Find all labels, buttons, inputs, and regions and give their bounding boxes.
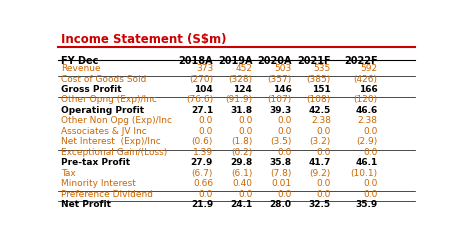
Text: 35.9: 35.9: [355, 200, 378, 209]
Text: 39.3: 39.3: [269, 106, 292, 115]
Text: 27.9: 27.9: [191, 158, 213, 167]
Text: 21.9: 21.9: [191, 200, 213, 209]
Text: Other Opng (Exp)/Inc: Other Opng (Exp)/Inc: [61, 95, 157, 104]
Text: 0.0: 0.0: [363, 190, 378, 198]
Text: 2.38: 2.38: [357, 116, 378, 125]
Text: 104: 104: [194, 85, 213, 94]
Text: FY Dec: FY Dec: [61, 56, 99, 66]
Text: Minority Interest: Minority Interest: [61, 179, 136, 188]
Text: Exceptional Gain/(Loss): Exceptional Gain/(Loss): [61, 148, 167, 157]
Text: (107): (107): [267, 95, 292, 104]
Text: 0.0: 0.0: [277, 148, 292, 157]
Text: 0.40: 0.40: [232, 179, 252, 188]
Text: (76.6): (76.6): [186, 95, 213, 104]
Text: 2019A: 2019A: [218, 56, 252, 66]
Text: 2.38: 2.38: [311, 116, 331, 125]
Text: Cost of Goods Sold: Cost of Goods Sold: [61, 75, 147, 84]
Text: 46.1: 46.1: [355, 158, 378, 167]
Text: Income Statement (S$m): Income Statement (S$m): [61, 33, 227, 47]
Text: 151: 151: [312, 85, 331, 94]
Text: Preference Dividend: Preference Dividend: [61, 190, 153, 198]
Text: (7.8): (7.8): [270, 169, 292, 178]
Text: (9.2): (9.2): [310, 169, 331, 178]
Text: Gross Profit: Gross Profit: [61, 85, 122, 94]
Text: 0.0: 0.0: [277, 116, 292, 125]
Text: 0.0: 0.0: [199, 190, 213, 198]
Text: (108): (108): [307, 95, 331, 104]
Text: (3.2): (3.2): [310, 137, 331, 146]
Text: 32.5: 32.5: [309, 200, 331, 209]
Text: 0.0: 0.0: [363, 148, 378, 157]
Text: 35.8: 35.8: [270, 158, 292, 167]
Text: (6.7): (6.7): [192, 169, 213, 178]
Text: Pre-tax Profit: Pre-tax Profit: [61, 158, 130, 167]
Text: 452: 452: [235, 64, 252, 73]
Text: 0.0: 0.0: [238, 116, 252, 125]
Text: Other Non Opg (Exp)/Inc: Other Non Opg (Exp)/Inc: [61, 116, 172, 125]
Text: (91.9): (91.9): [225, 95, 252, 104]
Text: (328): (328): [228, 75, 252, 84]
Text: (0.6): (0.6): [192, 137, 213, 146]
Text: 31.8: 31.8: [230, 106, 252, 115]
Text: 146: 146: [273, 85, 292, 94]
Text: 0.0: 0.0: [277, 127, 292, 136]
Text: (6.1): (6.1): [231, 169, 252, 178]
Text: (357): (357): [267, 75, 292, 84]
Text: 503: 503: [274, 64, 292, 73]
Text: 0.66: 0.66: [193, 179, 213, 188]
Text: 0.0: 0.0: [277, 190, 292, 198]
Text: Revenue: Revenue: [61, 64, 101, 73]
Text: 0.0: 0.0: [363, 179, 378, 188]
Text: (385): (385): [307, 75, 331, 84]
Text: 27.1: 27.1: [191, 106, 213, 115]
Text: 0.0: 0.0: [199, 127, 213, 136]
Text: (1.8): (1.8): [231, 137, 252, 146]
Text: 2020A: 2020A: [257, 56, 292, 66]
Text: (270): (270): [189, 75, 213, 84]
Text: 0.0: 0.0: [238, 127, 252, 136]
Text: 0.01: 0.01: [272, 179, 292, 188]
Text: 0.0: 0.0: [317, 148, 331, 157]
Text: (10.1): (10.1): [350, 169, 378, 178]
Text: Associates & JV Inc: Associates & JV Inc: [61, 127, 147, 136]
Text: 0.0: 0.0: [199, 116, 213, 125]
Text: 2018A: 2018A: [178, 56, 213, 66]
Text: 42.5: 42.5: [309, 106, 331, 115]
Text: 1.39: 1.39: [193, 148, 213, 157]
Text: 24.1: 24.1: [230, 200, 252, 209]
Text: 373: 373: [196, 64, 213, 73]
Text: 166: 166: [359, 85, 378, 94]
Text: 0.0: 0.0: [317, 127, 331, 136]
Text: 41.7: 41.7: [308, 158, 331, 167]
Text: Operating Profit: Operating Profit: [61, 106, 144, 115]
Text: 124: 124: [233, 85, 252, 94]
Text: Net Interest  (Exp)/Inc: Net Interest (Exp)/Inc: [61, 137, 161, 146]
Text: Tax: Tax: [61, 169, 76, 178]
Text: (0.2): (0.2): [231, 148, 252, 157]
Text: 46.6: 46.6: [355, 106, 378, 115]
Text: 0.0: 0.0: [238, 190, 252, 198]
Text: 0.0: 0.0: [317, 190, 331, 198]
Text: Net Profit: Net Profit: [61, 200, 111, 209]
Text: 592: 592: [360, 64, 378, 73]
Text: 0.0: 0.0: [363, 127, 378, 136]
Text: 2021F: 2021F: [297, 56, 331, 66]
Text: 29.8: 29.8: [230, 158, 252, 167]
Text: (120): (120): [353, 95, 378, 104]
Text: (2.9): (2.9): [356, 137, 378, 146]
Text: 28.0: 28.0: [270, 200, 292, 209]
Text: 0.0: 0.0: [317, 179, 331, 188]
Text: 535: 535: [313, 64, 331, 73]
Text: 2022F: 2022F: [344, 56, 378, 66]
Text: (3.5): (3.5): [270, 137, 292, 146]
Text: (426): (426): [354, 75, 378, 84]
